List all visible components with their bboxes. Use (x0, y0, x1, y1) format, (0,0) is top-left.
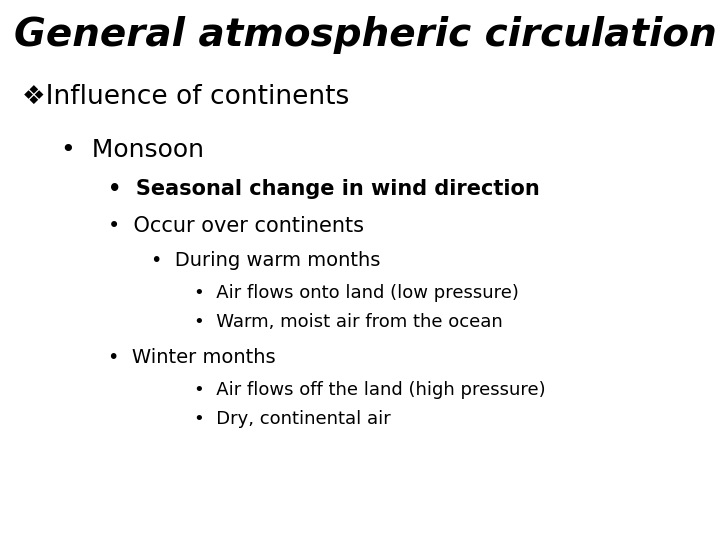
Text: General atmospheric circulation: General atmospheric circulation (14, 16, 717, 54)
Text: •  Warm, moist air from the ocean: • Warm, moist air from the ocean (194, 313, 503, 331)
Text: •  Monsoon: • Monsoon (61, 138, 204, 161)
Text: •  Seasonal change in wind direction: • Seasonal change in wind direction (108, 179, 540, 199)
Text: ❖Influence of continents: ❖Influence of continents (22, 84, 349, 110)
Text: •  Occur over continents: • Occur over continents (108, 216, 364, 236)
Text: •  Winter months: • Winter months (108, 348, 276, 367)
Text: •  During warm months: • During warm months (151, 251, 381, 270)
Text: •  Dry, continental air: • Dry, continental air (194, 410, 391, 428)
Text: •  Air flows off the land (high pressure): • Air flows off the land (high pressure) (194, 381, 546, 399)
Text: •  Air flows onto land (low pressure): • Air flows onto land (low pressure) (194, 284, 519, 301)
